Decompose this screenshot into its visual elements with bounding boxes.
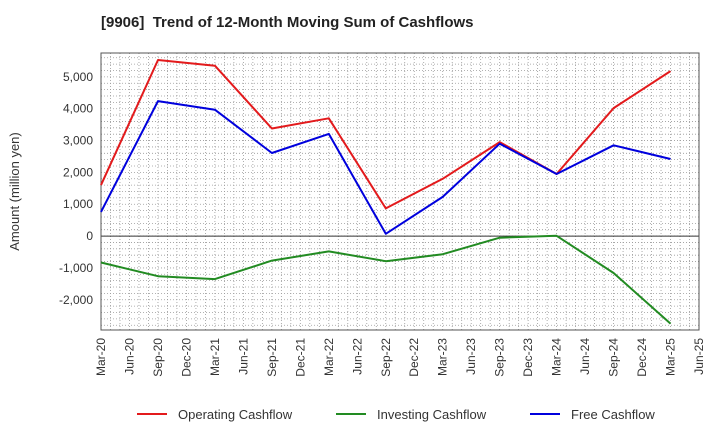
y-tick-label: -2,000 [59,293,93,307]
y-tick-label: 5,000 [63,70,93,84]
y-tick-labels: -2,000 -1,000 0 1,000 2,000 3,000 4,000 5,000 [59,70,93,307]
grid-lines [100,53,700,330]
legend: Operating Cashflow Investing Cashflow Free… [137,407,655,422]
y-tick-label: 0 [86,229,93,243]
y-tick-label: 3,000 [63,134,93,148]
series-line-investing-cashflow [100,234,672,325]
chart-title: [9906] Trend of 12-Month Moving Sum of C… [101,14,474,31]
y-tick-label: -1,000 [59,261,93,275]
x-tick-label: Dec-24 [635,338,649,377]
series-line-operating-cashflow [100,59,672,210]
x-tick-label: Sep-22 [379,338,393,377]
legend-label: Investing Cashflow [377,407,487,422]
x-tick-label: Dec-23 [521,338,535,377]
x-tick-label: Dec-21 [293,338,307,377]
x-tick-label: Mar-21 [208,338,222,376]
x-tick-label: Sep-23 [493,338,507,377]
x-tick-labels: Mar-20 Jun-20 Sep-20 Dec-20 Mar-21 Jun-21 Sep-… [94,338,706,377]
legend-label: Free Cashflow [571,407,655,422]
x-tick-label: Mar-23 [436,338,450,376]
x-tick-label: Mar-22 [322,338,336,376]
x-tick-label: Jun-22 [350,338,364,375]
x-tick-label: Jun-20 [122,338,136,375]
x-tick-label: Dec-20 [179,338,193,377]
x-tick-label: Mar-20 [94,338,108,376]
y-tick-label: 4,000 [63,102,93,116]
x-tick-label: Jun-24 [578,338,592,375]
x-tick-label: Jun-25 [692,338,706,375]
y-tick-label: 2,000 [63,165,93,179]
x-tick-label: Sep-24 [607,338,621,377]
x-tick-label: Sep-20 [151,338,165,377]
x-tick-label: Jun-21 [236,338,250,375]
legend-label: Operating Cashflow [178,407,293,422]
series-lines [100,59,672,325]
series-line-free-cashflow [100,100,671,235]
x-tick-label: Jun-23 [464,338,478,375]
x-tick-label: Mar-25 [664,338,678,376]
y-tick-label: 1,000 [63,197,93,211]
plot-frame [100,52,700,331]
x-tick-label: Sep-21 [265,338,279,377]
x-tick-label: Dec-22 [407,338,421,377]
x-tick-label: Mar-24 [550,338,564,376]
y-axis-label: Amount (million yen) [7,132,22,251]
